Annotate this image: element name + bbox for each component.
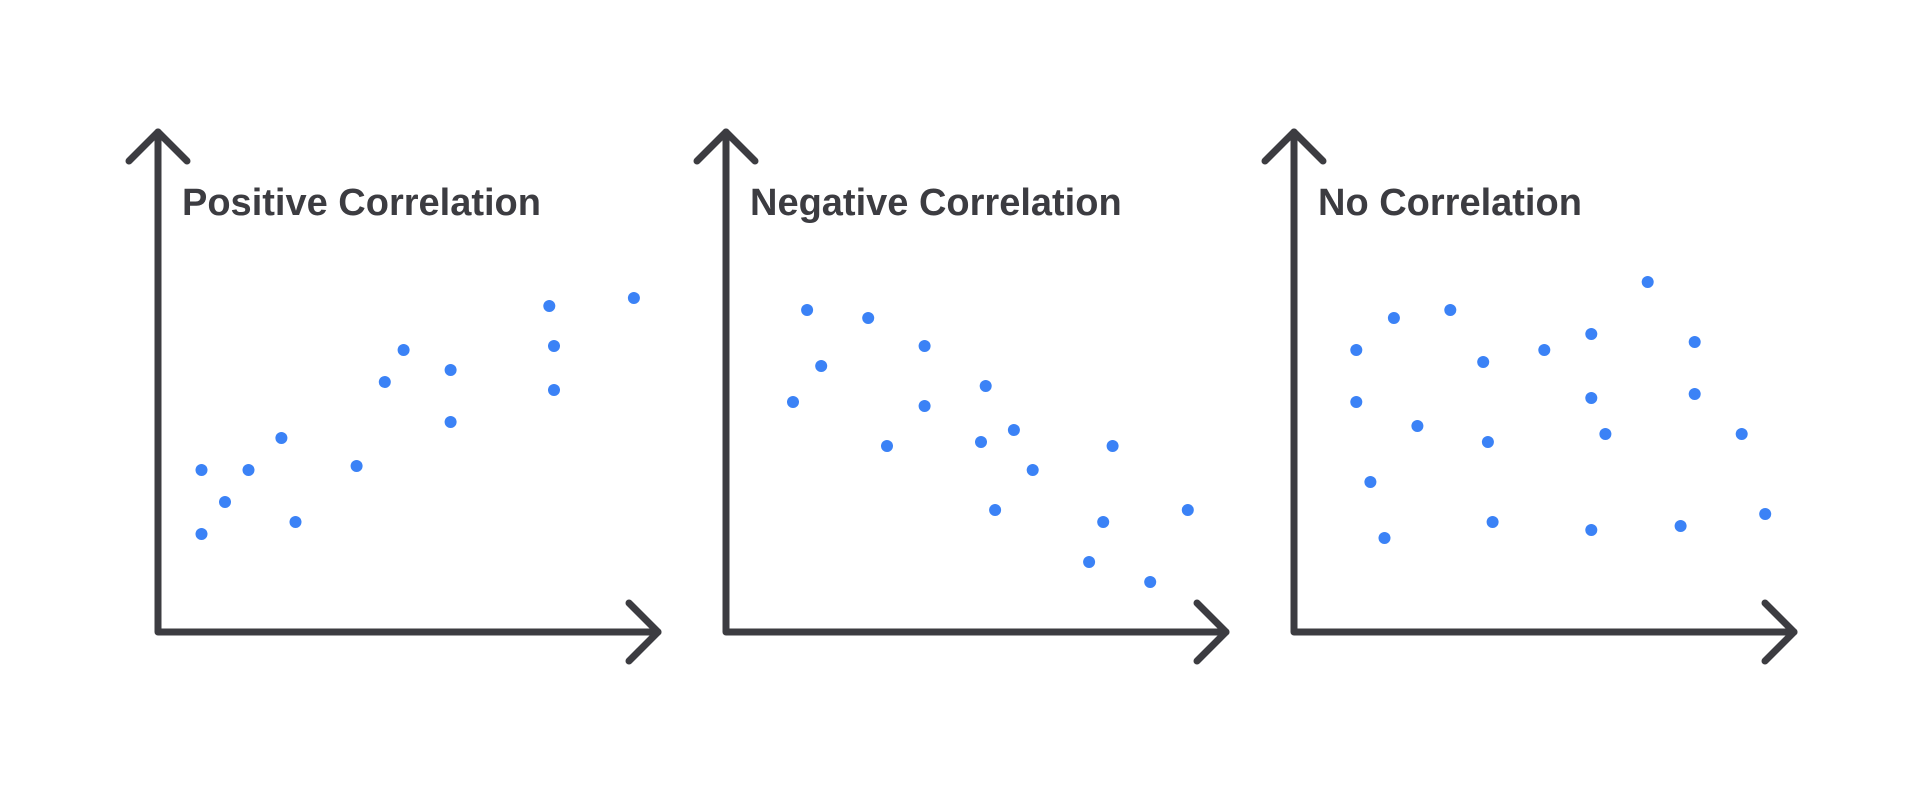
data-point [275, 432, 288, 444]
chart-panel-none: No Correlation [1261, 128, 1798, 665]
data-point [1759, 508, 1772, 520]
data-point [1350, 344, 1363, 356]
chart-panel-positive: Positive Correlation [125, 128, 662, 665]
chart-title: Negative Correlation [750, 182, 1122, 224]
axis-lines [1290, 128, 1798, 636]
chart-title: No Correlation [1318, 182, 1582, 224]
data-point [1674, 520, 1687, 532]
data-point [289, 516, 302, 528]
axis-lines [722, 128, 1230, 636]
data-point [1641, 276, 1654, 288]
chart-title: Positive Correlation [182, 182, 541, 224]
data-point [975, 436, 987, 448]
data-point [881, 440, 893, 452]
data-point [444, 416, 457, 428]
data-point [1144, 576, 1157, 588]
data-point [1411, 420, 1424, 432]
axis-lines [154, 128, 662, 636]
data-point [195, 464, 208, 476]
data-point [1097, 516, 1110, 528]
data-point [1387, 312, 1400, 324]
data-point [1486, 516, 1499, 528]
data-point [1688, 336, 1701, 348]
data-point [1007, 424, 1020, 436]
chart-panel-negative: Negative Correlation [693, 128, 1230, 665]
data-point [350, 460, 363, 472]
y-axis-arrowhead [125, 128, 191, 165]
data-point [1599, 428, 1612, 440]
data-point [1181, 504, 1194, 516]
data-point [548, 384, 560, 396]
data-point [979, 380, 992, 392]
data-point [1585, 524, 1598, 536]
data-point [1350, 396, 1363, 408]
data-point [918, 400, 931, 412]
data-point [1477, 356, 1490, 368]
data-point [1364, 476, 1377, 488]
data-point [543, 300, 556, 312]
data-point [444, 364, 457, 376]
data-point [862, 312, 875, 324]
data-point [397, 344, 410, 356]
data-point [627, 292, 640, 304]
y-axis-arrowhead [1261, 128, 1327, 165]
data-point [1538, 344, 1551, 356]
data-point [801, 304, 814, 316]
data-point [918, 340, 931, 352]
y-axis-arrowhead [693, 128, 759, 165]
x-axis-arrowhead [625, 599, 662, 665]
data-point [1083, 556, 1096, 568]
data-point [1585, 328, 1598, 340]
data-point [787, 396, 799, 408]
data-point [378, 376, 391, 388]
data-point [242, 464, 255, 476]
data-point [1378, 532, 1391, 544]
data-point [1688, 388, 1701, 400]
data-point [815, 360, 828, 372]
data-point [989, 504, 1002, 516]
data-point [1444, 304, 1457, 316]
x-axis-arrowhead [1761, 599, 1798, 665]
data-point [1026, 464, 1039, 476]
data-point [219, 496, 231, 508]
data-point [1585, 392, 1598, 404]
data-point [195, 528, 208, 540]
data-point [1481, 436, 1494, 448]
data-point [1735, 428, 1748, 440]
x-axis-arrowhead [1193, 599, 1230, 665]
data-point [1106, 440, 1119, 452]
data-point [548, 340, 560, 352]
